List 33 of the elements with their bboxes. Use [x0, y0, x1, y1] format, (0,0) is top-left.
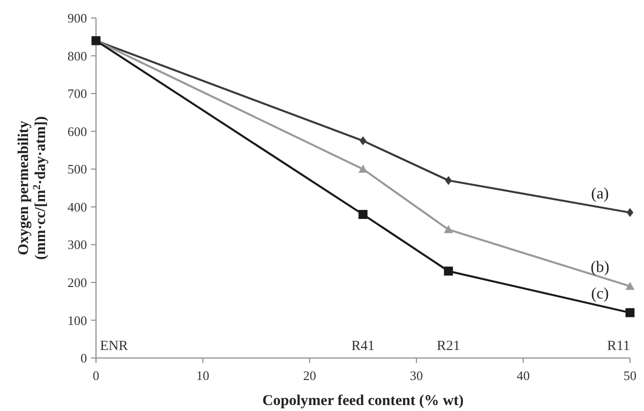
annotation: R11	[607, 339, 630, 354]
point	[444, 266, 453, 276]
y-tick-label: 600	[68, 124, 87, 139]
y-tick-label: 300	[68, 237, 87, 252]
y-tick-label: 900	[68, 10, 87, 26]
point	[360, 136, 366, 146]
point	[444, 225, 453, 234]
point	[358, 164, 368, 173]
point	[626, 308, 634, 318]
point	[445, 176, 452, 185]
y-tick-label: 200	[68, 274, 87, 290]
x-tick-label: 20	[303, 368, 316, 383]
y-tick-label: 0	[80, 350, 87, 366]
point	[626, 282, 634, 290]
annotation: R41	[351, 339, 375, 354]
series-label: (b)	[590, 259, 610, 276]
x-tick-label: 50	[624, 368, 636, 383]
series-label: (c)	[591, 286, 609, 303]
x-tick-label: 0	[92, 368, 100, 383]
annotation: R21	[436, 339, 460, 354]
y-tick-label: 100	[68, 312, 87, 328]
point	[626, 208, 634, 218]
y-tick-label: 500	[68, 162, 87, 177]
point	[358, 210, 368, 219]
annotation: ENR	[100, 339, 129, 354]
x-tick-label: 30	[410, 368, 423, 383]
y-tick-label: 400	[68, 199, 87, 214]
y-tick-label: 800	[68, 48, 87, 64]
x-tick-label: 40	[516, 368, 530, 383]
x-tick-label: 10	[196, 368, 210, 383]
x-axis-title: Copolymer feed content (% wt)	[262, 393, 464, 409]
y-tick-label: 700	[68, 86, 87, 102]
series-label: (a)	[591, 186, 609, 203]
